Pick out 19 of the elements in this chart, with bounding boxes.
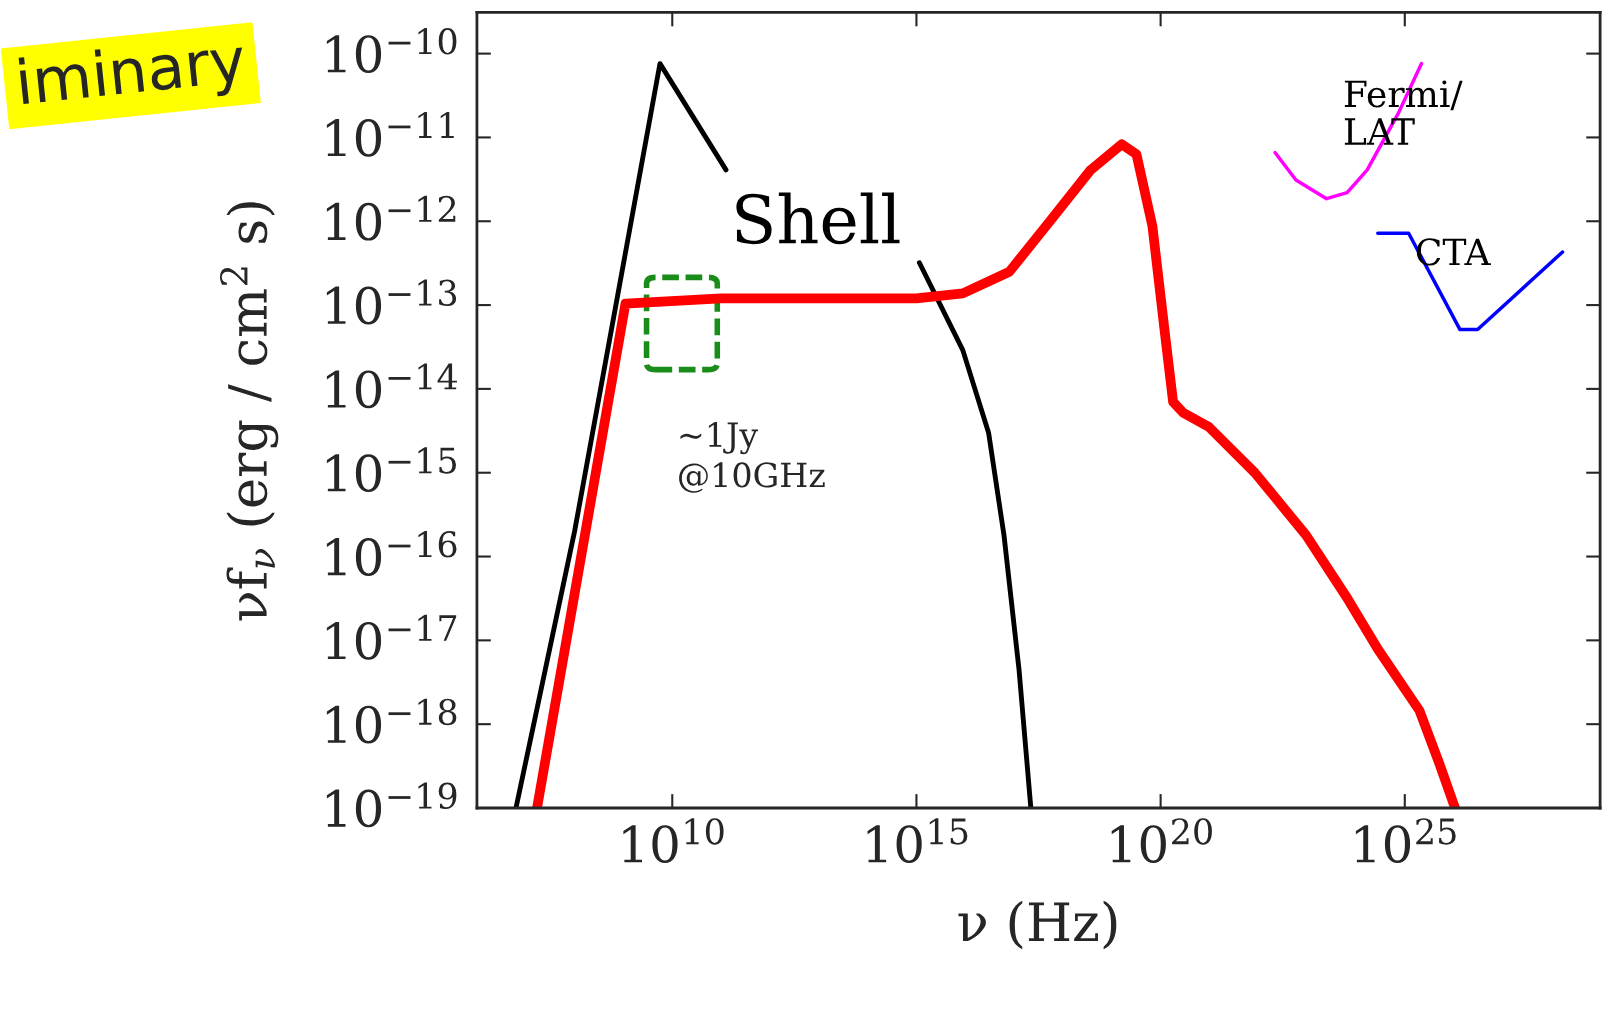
y-tick-label: 10$^{−13}$ [326, 279, 457, 325]
y-tick-label: 10$^{−17}$ [326, 614, 457, 660]
y-tick-label: 10$^{−19}$ [326, 782, 457, 828]
y-tick-label: 10$^{−15}$ [326, 447, 457, 493]
series-label: Shell [736, 192, 900, 245]
y-tick-label: 10$^{−11}$ [326, 111, 454, 157]
text: iminary [18, 34, 247, 117]
y-tick-label: 10$^{−14}$ [326, 363, 457, 409]
x-tick-label: 10$^{25}$ [1355, 818, 1456, 864]
y-tick-label: 10$^{−10}$ [326, 28, 457, 73]
x-tick-label: 10$^{10}$ [623, 818, 724, 864]
y-tick-label: 10$^{−18}$ [326, 698, 457, 744]
x-tick-label: 10$^{20}$ [1111, 818, 1212, 864]
y-tick-label: 10$^{−16}$ [326, 531, 457, 576]
x-tick-label: 10$^{15}$ [867, 818, 968, 864]
annotation: ~1Jy @10GHz [679, 422, 825, 493]
x-axis-title: ν (Hz) [958, 900, 1117, 950]
y-tick-label: 10$^{−12}$ [326, 195, 456, 241]
y-axis-title: νf$_{ν}$ (erg / cm$^{2}$ s) [219, 202, 279, 621]
